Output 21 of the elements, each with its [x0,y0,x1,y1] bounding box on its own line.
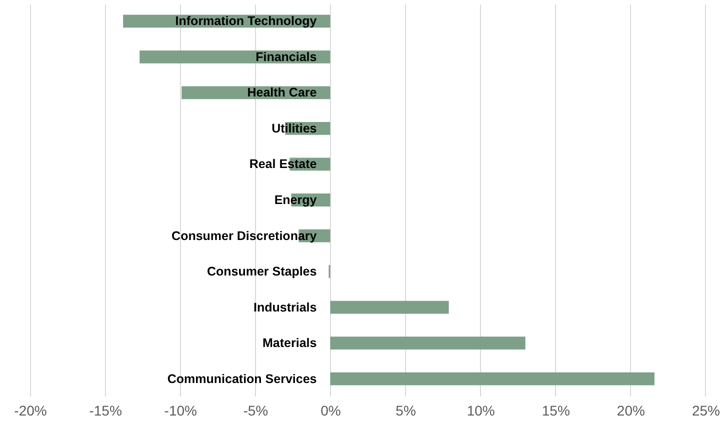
bar [330,300,449,314]
x-tick-label: 10% [466,402,495,418]
y-tick-label: Consumer Staples [206,264,317,279]
y-tick-label: Information Technology [175,14,317,28]
x-tick-label: 0% [320,402,341,418]
x-tick-label: -20% [14,402,47,418]
y-tick-label: Consumer Discretionary [172,228,317,243]
y-tick-label: Industrials [254,300,317,314]
x-tick-label: 20% [616,402,645,418]
y-tick-label: Financials [256,50,317,64]
y-tick-label: Materials [262,336,317,350]
bar [330,336,526,350]
x-tick-label: 25% [692,402,720,418]
bar [330,372,654,386]
y-tick-label: Communication Services [167,372,317,386]
x-tick-label: -5% [243,402,268,418]
x-tick-label: 15% [542,402,570,418]
x-tick-label: 5% [396,402,416,418]
x-tick-label: -10% [164,402,197,418]
x-tick-label: -15% [89,402,122,418]
y-tick-label: Health Care [247,86,317,100]
